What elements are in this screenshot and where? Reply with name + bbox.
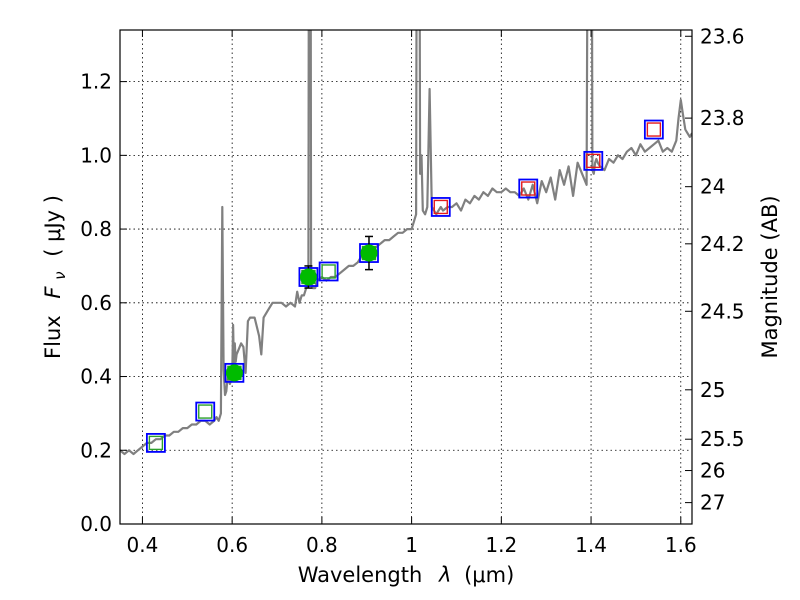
x-axis-title-symbol: λ: [438, 563, 451, 587]
red-box-marker: [586, 153, 601, 169]
y2-tick-label: 24.2: [700, 232, 745, 256]
y-axis-title-unit: ( μJy ): [41, 195, 65, 257]
blue-box-marker: [224, 362, 245, 383]
y2-tick-label: 24.5: [700, 299, 745, 323]
x-axis-title: Wavelength λ (μm): [298, 563, 515, 587]
blue-box-marker: [195, 401, 216, 422]
green-box-marker: [198, 404, 213, 419]
tick-labels: 0.4 0.6 0.8 1 1.2 1.4 1.6 0.0 0.2 0.4 0.6 0.8 1.0 1.2…: [80, 24, 744, 557]
observed-point: [225, 364, 243, 382]
x-tick-label: 0.4: [127, 533, 159, 557]
x-axis-title-text: Wavelength: [298, 563, 423, 587]
y2-tick-label: 24: [700, 175, 725, 199]
blue-box-marker: [318, 261, 339, 282]
y2-tick-label: 26: [700, 459, 725, 483]
observed-points: [225, 235, 378, 382]
y2-tick-label: 25.5: [700, 427, 745, 451]
blue-box-marker: [643, 119, 664, 140]
blue-box-marker: [583, 150, 604, 171]
y2-tick-label: 25: [700, 378, 725, 402]
blue-box-marker: [518, 178, 539, 199]
x-tick-label: 0.6: [216, 533, 248, 557]
y-tick-label: 0.6: [80, 291, 112, 315]
y2-tick-label: 23.6: [700, 24, 745, 48]
y-tick-label: 0.4: [80, 365, 112, 389]
x-tick-label: 0.8: [306, 533, 338, 557]
y-axis-title-symbol: F: [41, 286, 65, 299]
green-box-marker: [148, 435, 164, 451]
x-tick-label: 1.6: [665, 533, 697, 557]
red-box-marker: [521, 181, 536, 196]
x-axis-title-unit: (μm): [464, 563, 514, 587]
observed-point: [360, 244, 378, 262]
y-tick-label: 0.0: [80, 512, 112, 536]
red-box-marker: [433, 199, 448, 215]
green-box-marker: [321, 264, 336, 279]
y-tick-label: 1.2: [80, 70, 112, 94]
blue-box-marker: [430, 197, 451, 217]
right-axis-title: Magnitude (AB): [758, 195, 782, 358]
x-tick-label: 1.4: [575, 533, 607, 557]
plot-frame: [119, 29, 693, 525]
y2-tick-label: 27: [700, 491, 725, 515]
y-axis-title-text: Flux: [41, 315, 65, 359]
x-tick-label: 1: [405, 533, 418, 557]
y-axis-title-subscript: ν: [51, 271, 69, 279]
y-tick-label: 0.8: [80, 217, 112, 241]
red-box-marker: [646, 122, 662, 137]
y-tick-label: 0.2: [80, 438, 112, 462]
ticks: [120, 30, 692, 525]
observed-point: [299, 268, 317, 286]
y-axis-title: Flux F ν ( μJy ): [41, 195, 70, 359]
y2-tick-label: 23.8: [700, 106, 745, 130]
blue-box-marker: [145, 432, 166, 453]
x-tick-label: 1.2: [485, 533, 517, 557]
y-tick-label: 1.0: [80, 143, 112, 167]
